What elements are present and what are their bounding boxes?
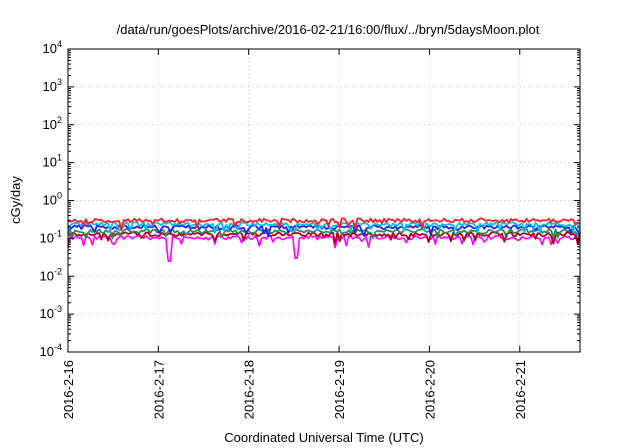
y-tick-exponent: 2 (57, 115, 62, 125)
chart-title: /data/run/goesPlots/archive/2016-02-21/1… (117, 22, 540, 37)
y-tick-label: 101 (43, 153, 62, 170)
series-line (67, 217, 581, 232)
y-tick-label: 10-3 (40, 304, 62, 321)
grid (68, 49, 580, 352)
x-tick-label: 2016-2-21 (513, 360, 528, 419)
y-tick-label: 104 (43, 39, 62, 56)
x-axis-label: Coordinated Universal Time (UTC) (224, 430, 423, 445)
x-tick-label: 2016-2-19 (332, 360, 347, 419)
series-line (67, 228, 581, 240)
y-tick-exponent: -3 (54, 304, 62, 314)
y-tick-label: 10-1 (40, 228, 62, 245)
y-tick-exponent: -2 (54, 266, 62, 276)
y-tick-label: 10-2 (40, 266, 62, 283)
y-tick-exponent: 3 (57, 77, 62, 87)
y-tick-exponent: -4 (54, 342, 62, 352)
y-tick-label: 103 (43, 77, 62, 94)
x-tick-label: 2016-2-17 (151, 360, 166, 419)
x-tick-label: 2016-2-20 (422, 360, 437, 419)
y-tick-exponent: 0 (57, 191, 62, 201)
y-tick-exponent: 4 (57, 39, 62, 49)
y-tick-label: 102 (43, 115, 62, 132)
y-tick-label: 10-4 (40, 342, 62, 359)
y-tick-label: 100 (43, 191, 62, 208)
x-tick-label: 2016-2-18 (242, 360, 257, 419)
x-tick-label: 2016-2-16 (61, 360, 76, 419)
y-tick-exponent: -1 (54, 228, 62, 238)
y-tick-exponent: 1 (57, 153, 62, 163)
series-group (67, 217, 581, 263)
y-axis-label: cGy/day (8, 176, 23, 224)
x-axis: 2016-2-16 2016-2-17 2016-2-18 2016-2-19 2016… (61, 49, 528, 419)
